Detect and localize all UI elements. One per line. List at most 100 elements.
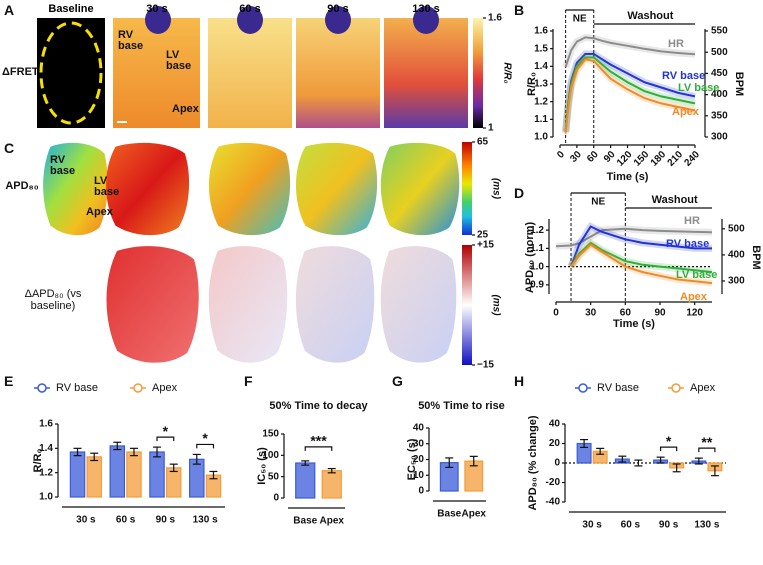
y-tick-label: -20 xyxy=(546,477,561,488)
x-tick-label: 90 xyxy=(654,308,666,319)
y-tick-label: 1.0 xyxy=(39,492,53,503)
colorbar xyxy=(462,142,472,235)
region-label: RV base xyxy=(118,29,144,52)
significance-label: * xyxy=(666,433,672,449)
legend-marker xyxy=(37,383,47,393)
dapd-map xyxy=(295,246,375,363)
x-tick-label: 60 xyxy=(585,149,601,165)
panel-label: A xyxy=(4,2,15,18)
y-axis-title: APD₈₀ (% change) xyxy=(527,415,539,510)
x-tick-label: 150 xyxy=(632,149,652,169)
x-tick-label: 130 s xyxy=(694,520,719,531)
x-tick-label: 30 xyxy=(585,308,597,319)
x-tick-label: 0 xyxy=(553,308,559,319)
chart-title: 50% Time to rise xyxy=(418,400,505,412)
colorbar-tick-label: 1.6 xyxy=(488,13,502,24)
y2-tick-label: 450 xyxy=(711,68,728,79)
y-tick-label: 1.5 xyxy=(534,43,548,54)
y2-tick-label: 400 xyxy=(711,89,728,100)
y-axis-title: EC₅₀ (s) xyxy=(406,438,418,480)
x-tick-label: 30 s xyxy=(76,515,96,526)
y-tick-label: 1.6 xyxy=(534,26,548,37)
y-tick-label: 1.2 xyxy=(530,225,544,236)
y-axis-title: R/R₀ xyxy=(526,72,538,96)
panel-label: C xyxy=(4,140,15,156)
fret-image xyxy=(113,18,200,128)
span-label: Washout xyxy=(627,10,673,22)
y-tick-label: 1.2 xyxy=(534,96,548,107)
x-axis-title: Time (s) xyxy=(613,318,655,330)
bar xyxy=(165,467,182,498)
y-tick-label: 0.9 xyxy=(530,280,544,291)
series-label: LV base xyxy=(676,269,717,281)
legend-marker xyxy=(671,383,681,393)
bar xyxy=(295,462,316,499)
panel-label: F xyxy=(244,373,253,389)
series-line xyxy=(555,227,713,248)
colorbar-tick-label: 1 xyxy=(488,123,494,134)
apd-map xyxy=(208,142,291,236)
y2-tick-label: 550 xyxy=(711,26,728,37)
y-axis-title: R/R₀ xyxy=(32,449,44,473)
y-tick-label: 20 xyxy=(413,454,425,465)
span-label: NE xyxy=(591,197,605,208)
y-tick-label: 1.0 xyxy=(534,132,548,143)
y2-tick-label: 300 xyxy=(711,132,728,143)
dapd-map xyxy=(106,246,199,363)
x-tick-label: 90 s xyxy=(156,515,176,526)
fret-image xyxy=(296,18,380,128)
timepoint-header: 60 s xyxy=(239,3,261,15)
apd-map xyxy=(380,142,460,236)
series-line xyxy=(570,225,712,267)
region-label: RV base xyxy=(50,154,76,177)
series-line xyxy=(570,241,713,274)
y-tick-label: 40 xyxy=(413,423,425,434)
timepoint-header: 130 s xyxy=(412,3,440,15)
chart-title: 50% Time to decay xyxy=(269,400,368,412)
y2-tick-label: 300 xyxy=(728,276,745,287)
series-line xyxy=(564,53,696,132)
y-tick-label: 40 xyxy=(549,419,561,430)
colorbar-tick-label: 25 xyxy=(477,230,489,241)
legend-label: Apex xyxy=(690,382,716,394)
series-label: HR xyxy=(684,215,700,227)
row-label: ΔFRET xyxy=(2,66,39,78)
timepoint-header: Baseline xyxy=(48,3,94,15)
bar xyxy=(149,451,165,498)
span-label: Washout xyxy=(652,194,698,206)
panel-label: G xyxy=(392,373,403,389)
span-label: NE xyxy=(573,14,587,25)
atrium-notch xyxy=(413,6,439,34)
dapd-map xyxy=(208,246,288,363)
y-tick-label: 30 xyxy=(413,438,425,449)
series-label: RV base xyxy=(662,70,705,82)
significance-bracket xyxy=(304,446,333,451)
x-tick-label: 60 s xyxy=(116,515,136,526)
panel-label: B xyxy=(514,2,525,18)
fret-image xyxy=(208,18,292,128)
x-tick-label: 120 xyxy=(615,149,635,169)
colorbar-label: R/R₀ xyxy=(501,62,512,83)
bar xyxy=(189,458,205,498)
y-tick-label: 1.0 xyxy=(530,261,544,272)
y-tick-label: 1.6 xyxy=(39,419,53,430)
significance-bracket xyxy=(659,446,678,452)
x-tick-label: Apex xyxy=(320,516,345,527)
bar xyxy=(321,470,342,499)
series-label: RV base xyxy=(666,238,709,250)
y-tick-label: 0 xyxy=(554,458,560,469)
y-tick-label: 1.4 xyxy=(39,443,53,454)
x-tick-label: Apex xyxy=(462,509,487,520)
legend-marker xyxy=(133,383,143,393)
y-tick-label: 0 xyxy=(418,486,424,497)
y-tick-label: 1.1 xyxy=(530,243,544,254)
series-label: Apex xyxy=(680,291,708,303)
colorbar xyxy=(473,18,483,128)
x-tick-label: 0 xyxy=(555,149,567,161)
significance-label: * xyxy=(163,423,169,439)
x-tick-label: 240 xyxy=(682,149,702,169)
series-line xyxy=(564,56,696,132)
y2-axis-title: BPM xyxy=(750,245,762,269)
bar xyxy=(69,451,86,498)
